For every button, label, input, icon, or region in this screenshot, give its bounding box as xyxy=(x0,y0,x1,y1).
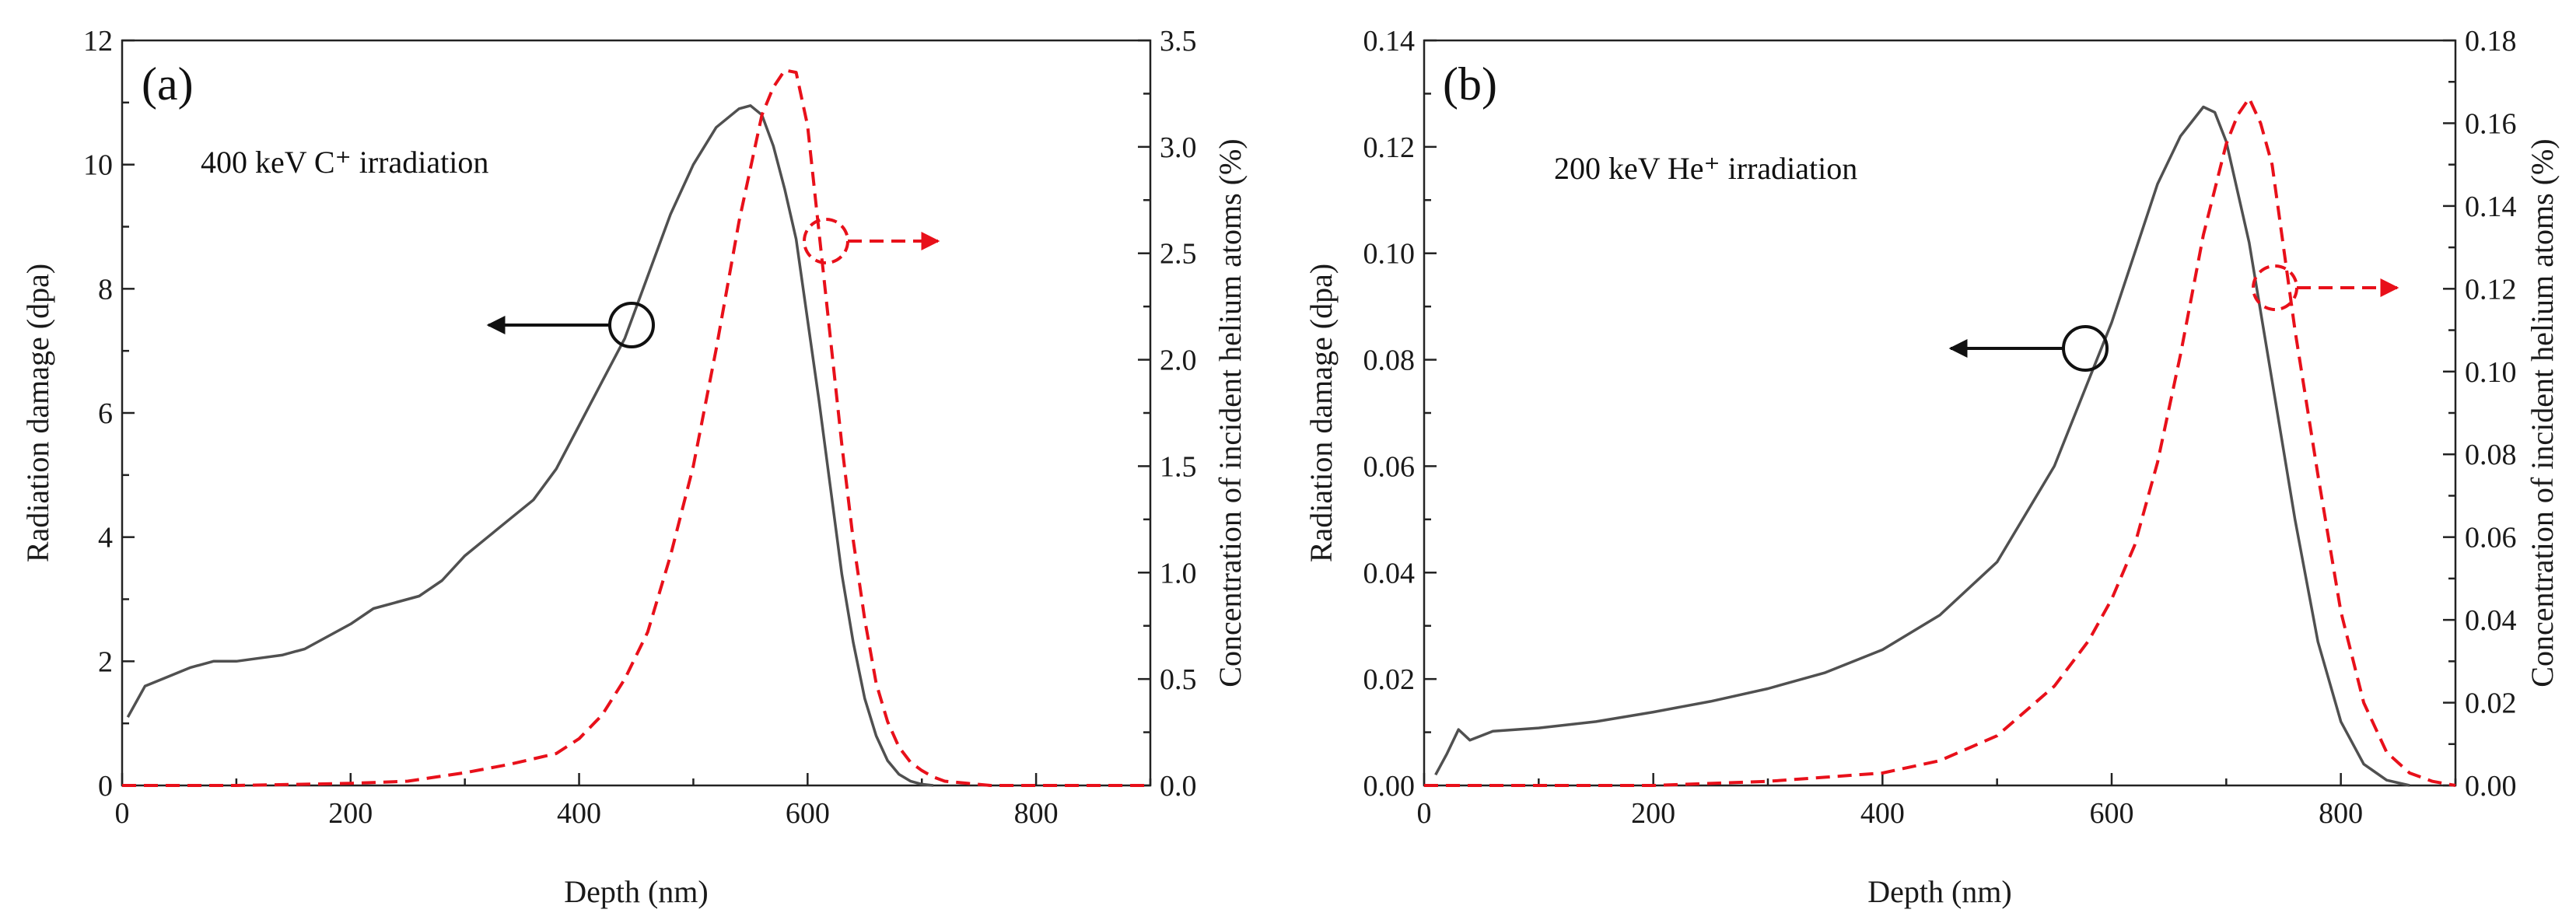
y-right-tick-label: 0.06 xyxy=(2465,522,2517,554)
x-tick-label: 800 xyxy=(1014,797,1059,830)
y-left-tick-label: 12 xyxy=(83,25,113,58)
y-right-tick-label: 0.0 xyxy=(1160,770,1197,803)
x-tick-label: 400 xyxy=(1860,797,1905,830)
y-right-tick-label: 0.12 xyxy=(2465,273,2517,306)
chart-panel-a: 0 200 400 600 800 0 2 4 6 8 10 12 0.0 0.5 1.0 1.5 2.0 2… xyxy=(20,25,1248,909)
y-right-tick-label: 2.0 xyxy=(1160,345,1197,377)
callout-circle-helium-a xyxy=(803,218,849,264)
y-left-tick-label: 6 xyxy=(98,397,113,430)
y-left-tick-label: 0.08 xyxy=(1363,345,1416,377)
y-left-tick-label: 8 xyxy=(98,273,113,306)
x-tick-label: 200 xyxy=(328,797,373,830)
y-right-tick-label: 3.0 xyxy=(1160,131,1197,164)
y-right-tick-label: 0.10 xyxy=(2465,356,2517,389)
y-right-tick-label: 0.14 xyxy=(2465,191,2517,223)
callout-circle-damage-a xyxy=(608,302,655,348)
panel-label-a: (a) xyxy=(142,58,194,110)
y-left-tick-label: 0.12 xyxy=(1363,131,1416,164)
y-left-tick-label: 2 xyxy=(98,645,113,678)
panel-label-b: (b) xyxy=(1443,58,1497,110)
chart-panel-b: 0 200 400 600 800 0.00 0.02 0.04 0.06 0.08 0.10 0.… xyxy=(1304,25,2560,909)
x-tick-label: 200 xyxy=(1631,797,1675,830)
x-tick-label: 600 xyxy=(786,797,830,830)
y-right-tick-label: 0.02 xyxy=(2465,687,2517,720)
y-right-tick-label: 1.0 xyxy=(1160,557,1197,589)
y-left-tick-label: 0.10 xyxy=(1363,238,1416,271)
annotation-b: 200 keV He⁺ irradiation xyxy=(1554,151,1857,186)
tick-marks-b xyxy=(1423,39,2457,787)
y-axis-right-label-b: Concentration of incident helium atoms (… xyxy=(2525,138,2560,687)
y-right-tick-label: 0.16 xyxy=(2465,107,2517,140)
x-axis-label-b: Depth (nm) xyxy=(1867,874,2012,909)
radiation-damage-line xyxy=(126,104,934,787)
y-left-tick-label: 0.00 xyxy=(1363,770,1416,803)
x-tick-label: 400 xyxy=(557,797,601,830)
y-right-tick-label: 0.04 xyxy=(2465,604,2517,637)
radiation-damage-line xyxy=(1434,105,2410,787)
y-left-tick-label: 0.04 xyxy=(1363,557,1416,589)
y-left-tick-label: 4 xyxy=(98,522,113,554)
helium-concentration-line xyxy=(122,68,1150,787)
y-right-tick-label: 0.5 xyxy=(1160,663,1197,696)
x-axis-label-a: Depth (nm) xyxy=(564,874,709,909)
y-axis-left-label-a: Radiation damage (dpa) xyxy=(20,264,55,562)
x-tick-label: 0 xyxy=(115,797,130,830)
helium-concentration-line xyxy=(1424,96,2456,787)
tick-marks-a xyxy=(121,39,1152,787)
y-left-tick-label: 0 xyxy=(98,770,113,803)
y-right-tick-label: 0.00 xyxy=(2465,770,2517,803)
x-tick-label: 800 xyxy=(2319,797,2363,830)
x-tick-label: 0 xyxy=(1417,797,1432,830)
y-right-tick-label: 0.18 xyxy=(2465,25,2517,58)
y-right-tick-label: 2.5 xyxy=(1160,238,1197,271)
y-axis-right-label-a: Concentration of incident helium atoms (… xyxy=(1213,138,1248,687)
annotation-a: 400 keV C⁺ irradiation xyxy=(201,145,488,180)
x-tick-label: 600 xyxy=(2090,797,2134,830)
y-left-tick-label: 10 xyxy=(83,149,113,182)
y-axis-left-label-b: Radiation damage (dpa) xyxy=(1304,264,1339,562)
y-left-tick-label: 0.06 xyxy=(1363,450,1416,483)
y-right-tick-label: 1.5 xyxy=(1160,450,1197,483)
y-right-tick-label: 0.08 xyxy=(2465,439,2517,471)
y-right-tick-label: 3.5 xyxy=(1160,25,1197,58)
y-left-tick-label: 0.02 xyxy=(1363,663,1416,696)
y-left-tick-label: 0.14 xyxy=(1363,25,1416,58)
